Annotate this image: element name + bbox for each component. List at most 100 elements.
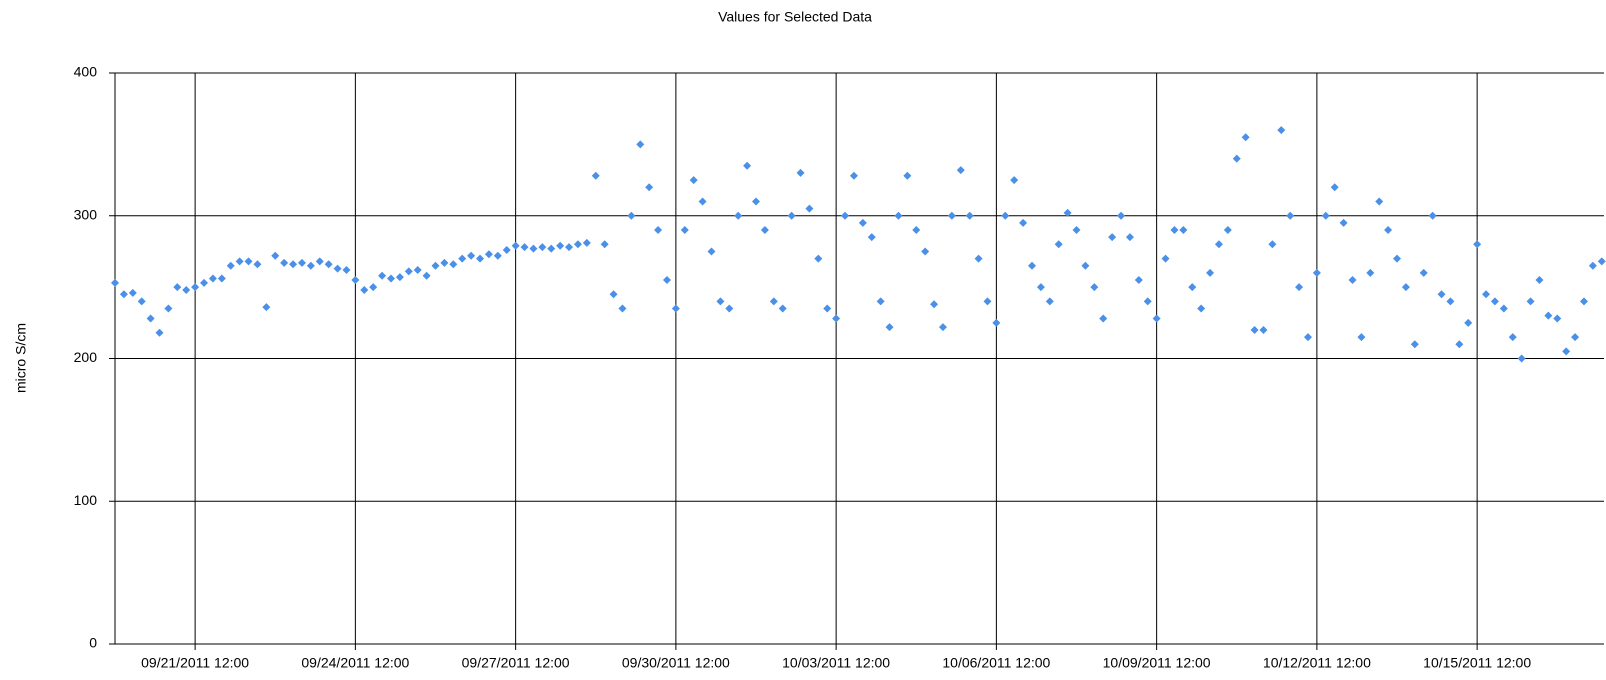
data-point	[529, 244, 538, 253]
data-point	[1045, 297, 1054, 306]
data-point	[538, 243, 547, 252]
data-point	[680, 226, 689, 235]
y-tick-label: 300	[74, 206, 98, 222]
data-point	[1223, 226, 1232, 235]
data-point	[787, 211, 796, 220]
data-point	[289, 260, 298, 269]
data-point	[1295, 283, 1304, 292]
data-point	[1544, 311, 1553, 320]
data-point	[698, 197, 707, 206]
data-point	[182, 285, 191, 294]
data-point	[297, 258, 306, 267]
data-point	[164, 304, 173, 313]
data-point	[565, 243, 574, 252]
data-point	[226, 261, 235, 270]
data-point	[814, 254, 823, 263]
data-point	[1001, 211, 1010, 220]
data-point	[280, 258, 289, 267]
data-point	[244, 257, 253, 266]
data-point	[1357, 333, 1366, 342]
data-point	[306, 261, 315, 270]
data-point	[1286, 211, 1295, 220]
data-point	[262, 303, 271, 312]
data-point	[476, 254, 485, 263]
data-point	[1188, 283, 1197, 292]
data-point	[707, 247, 716, 256]
data-point	[849, 171, 858, 180]
data-point	[841, 211, 850, 220]
data-point	[760, 226, 769, 235]
data-point	[1303, 333, 1312, 342]
data-point	[1553, 314, 1562, 323]
data-point	[413, 265, 422, 274]
data-point	[200, 278, 209, 287]
data-point	[155, 328, 164, 337]
data-point	[1214, 240, 1223, 249]
data-point	[796, 168, 805, 177]
data-point	[662, 275, 671, 284]
data-point	[903, 171, 912, 180]
data-point	[1108, 233, 1117, 242]
data-point	[422, 271, 431, 280]
data-point	[582, 238, 591, 247]
data-point	[1588, 261, 1597, 270]
data-point	[600, 240, 609, 249]
data-point	[1473, 240, 1482, 249]
data-point	[440, 258, 449, 267]
data-point	[573, 240, 582, 249]
data-point	[1490, 297, 1499, 306]
data-point	[1268, 240, 1277, 249]
data-point	[404, 267, 413, 276]
data-point	[1241, 133, 1250, 142]
data-point	[894, 211, 903, 220]
data-point	[654, 226, 663, 235]
data-point	[208, 274, 217, 283]
data-point	[671, 304, 680, 313]
x-tick-label: 09/21/2011 12:00	[141, 655, 249, 671]
data-point	[609, 290, 618, 299]
data-point	[511, 241, 520, 250]
data-point	[1410, 340, 1419, 349]
data-point	[591, 171, 600, 180]
data-point	[1419, 268, 1428, 277]
data-point	[636, 140, 645, 149]
data-point	[1143, 297, 1152, 306]
data-point	[1054, 240, 1063, 249]
data-point	[1170, 226, 1179, 235]
data-point	[1446, 297, 1455, 306]
data-point	[315, 257, 324, 266]
data-point	[823, 304, 832, 313]
data-point	[360, 285, 369, 294]
data-point	[502, 246, 511, 255]
data-point	[912, 226, 921, 235]
data-point	[1019, 218, 1028, 227]
data-point	[947, 211, 956, 220]
data-point	[217, 274, 226, 283]
data-point	[467, 251, 476, 260]
data-point	[1072, 226, 1081, 235]
data-point	[1099, 314, 1108, 323]
data-point	[520, 243, 529, 252]
data-point	[1535, 275, 1544, 284]
data-point	[1348, 275, 1357, 284]
x-tick-label: 10/03/2011 12:00	[782, 655, 890, 671]
data-point	[1597, 257, 1606, 266]
x-tick-label: 10/06/2011 12:00	[942, 655, 1050, 671]
data-point	[1428, 211, 1437, 220]
data-point	[805, 204, 814, 213]
data-point	[1508, 333, 1517, 342]
data-point	[1455, 340, 1464, 349]
x-tick-label: 09/24/2011 12:00	[301, 655, 409, 671]
data-point	[938, 323, 947, 332]
data-point	[1464, 318, 1473, 327]
data-point	[1330, 183, 1339, 192]
data-point	[146, 314, 155, 323]
data-point	[716, 297, 725, 306]
data-point	[1063, 208, 1072, 217]
data-point	[1152, 314, 1161, 323]
data-point	[734, 211, 743, 220]
data-point	[324, 260, 333, 269]
data-point	[689, 176, 698, 185]
data-point	[1259, 325, 1268, 334]
